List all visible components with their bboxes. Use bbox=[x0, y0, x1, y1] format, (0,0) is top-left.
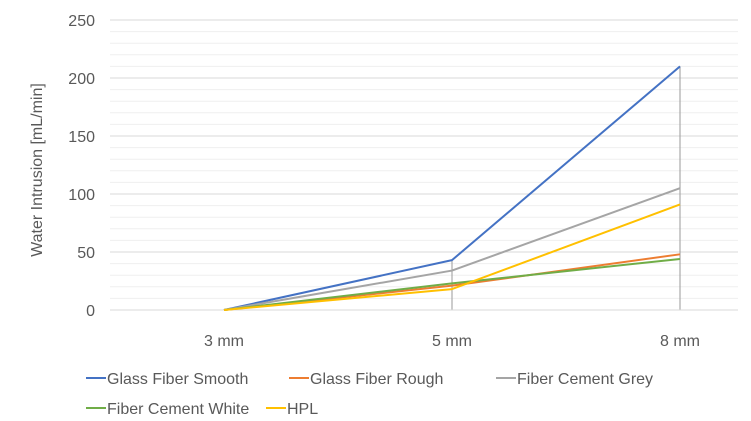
gridlines bbox=[110, 19, 738, 299]
y-tick-label: 0 bbox=[86, 303, 95, 320]
legend-label: Fiber Cement Grey bbox=[517, 371, 653, 388]
x-tick-label: 8 mm bbox=[660, 333, 700, 350]
y-axis-tick-labels: 0 50 100 150 200 250 bbox=[68, 13, 95, 320]
x-axis-tick-labels: 3 mm 5 mm 8 mm bbox=[204, 333, 700, 350]
legend-label: Glass Fiber Rough bbox=[310, 371, 443, 388]
drop-lines bbox=[451, 66, 681, 310]
series-line bbox=[223, 187, 681, 311]
legend-label: HPL bbox=[287, 401, 318, 418]
series-line bbox=[223, 203, 681, 311]
series-lines bbox=[223, 65, 681, 311]
series-line bbox=[223, 257, 681, 311]
legend-label: Glass Fiber Smooth bbox=[107, 371, 248, 388]
legend-label: Fiber Cement White bbox=[107, 401, 249, 418]
series-line bbox=[223, 65, 681, 311]
x-tick-label: 3 mm bbox=[204, 333, 244, 350]
y-tick-label: 150 bbox=[68, 129, 95, 146]
y-tick-label: 50 bbox=[77, 245, 95, 262]
y-tick-label: 250 bbox=[68, 13, 95, 30]
x-tick-label: 5 mm bbox=[432, 333, 472, 350]
y-tick-label: 200 bbox=[68, 71, 95, 88]
y-axis-title: Water Intrusion [mL/min] bbox=[29, 83, 46, 257]
legend: Glass Fiber Smooth Glass Fiber Rough Fiber… bbox=[86, 371, 653, 418]
y-tick-label: 100 bbox=[68, 187, 95, 204]
